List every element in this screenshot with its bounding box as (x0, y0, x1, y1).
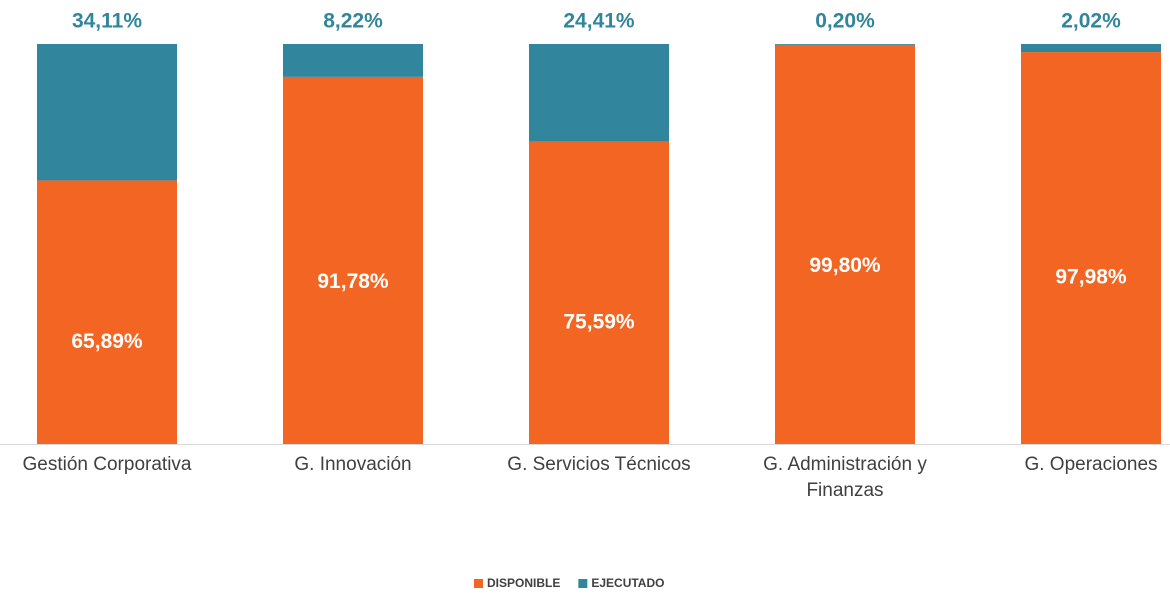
value-label: 2,02% (1061, 10, 1121, 33)
x-tick-label: Gestión Corporativa (22, 454, 192, 475)
legend-label: DISPONIBLE (487, 576, 560, 590)
bar-segment (283, 76, 423, 444)
value-label: 34,11% (72, 10, 142, 33)
x-tick-label: G. Innovación (294, 454, 412, 475)
x-tick-label: G. Servicios Técnicos (507, 454, 691, 475)
value-label: 75,59% (563, 310, 635, 333)
bar-segment (775, 44, 915, 45)
x-tick-label: G. Operaciones (1024, 454, 1158, 475)
bar-segment (37, 180, 177, 444)
x-tick-label: G. Administración y Finanzas (763, 454, 927, 501)
value-label: 8,22% (323, 10, 383, 33)
value-label: 24,41% (563, 10, 635, 33)
legend-label: EJECUTADO (591, 576, 664, 590)
bar-segment (529, 44, 669, 142)
bar-segment (37, 44, 177, 181)
value-label: 65,89% (71, 330, 143, 353)
value-label: 99,80% (809, 254, 881, 277)
legend-swatch (578, 579, 588, 588)
bar-segment (775, 44, 915, 445)
value-label: 91,78% (317, 270, 389, 293)
value-label: 0,20% (815, 10, 875, 33)
bar-segment (529, 141, 669, 444)
bar-segment (1021, 44, 1161, 53)
legend-swatch (474, 579, 483, 588)
bar-segment (283, 44, 423, 77)
bar-segment (1021, 52, 1161, 445)
value-label: 97,98% (1055, 266, 1127, 289)
